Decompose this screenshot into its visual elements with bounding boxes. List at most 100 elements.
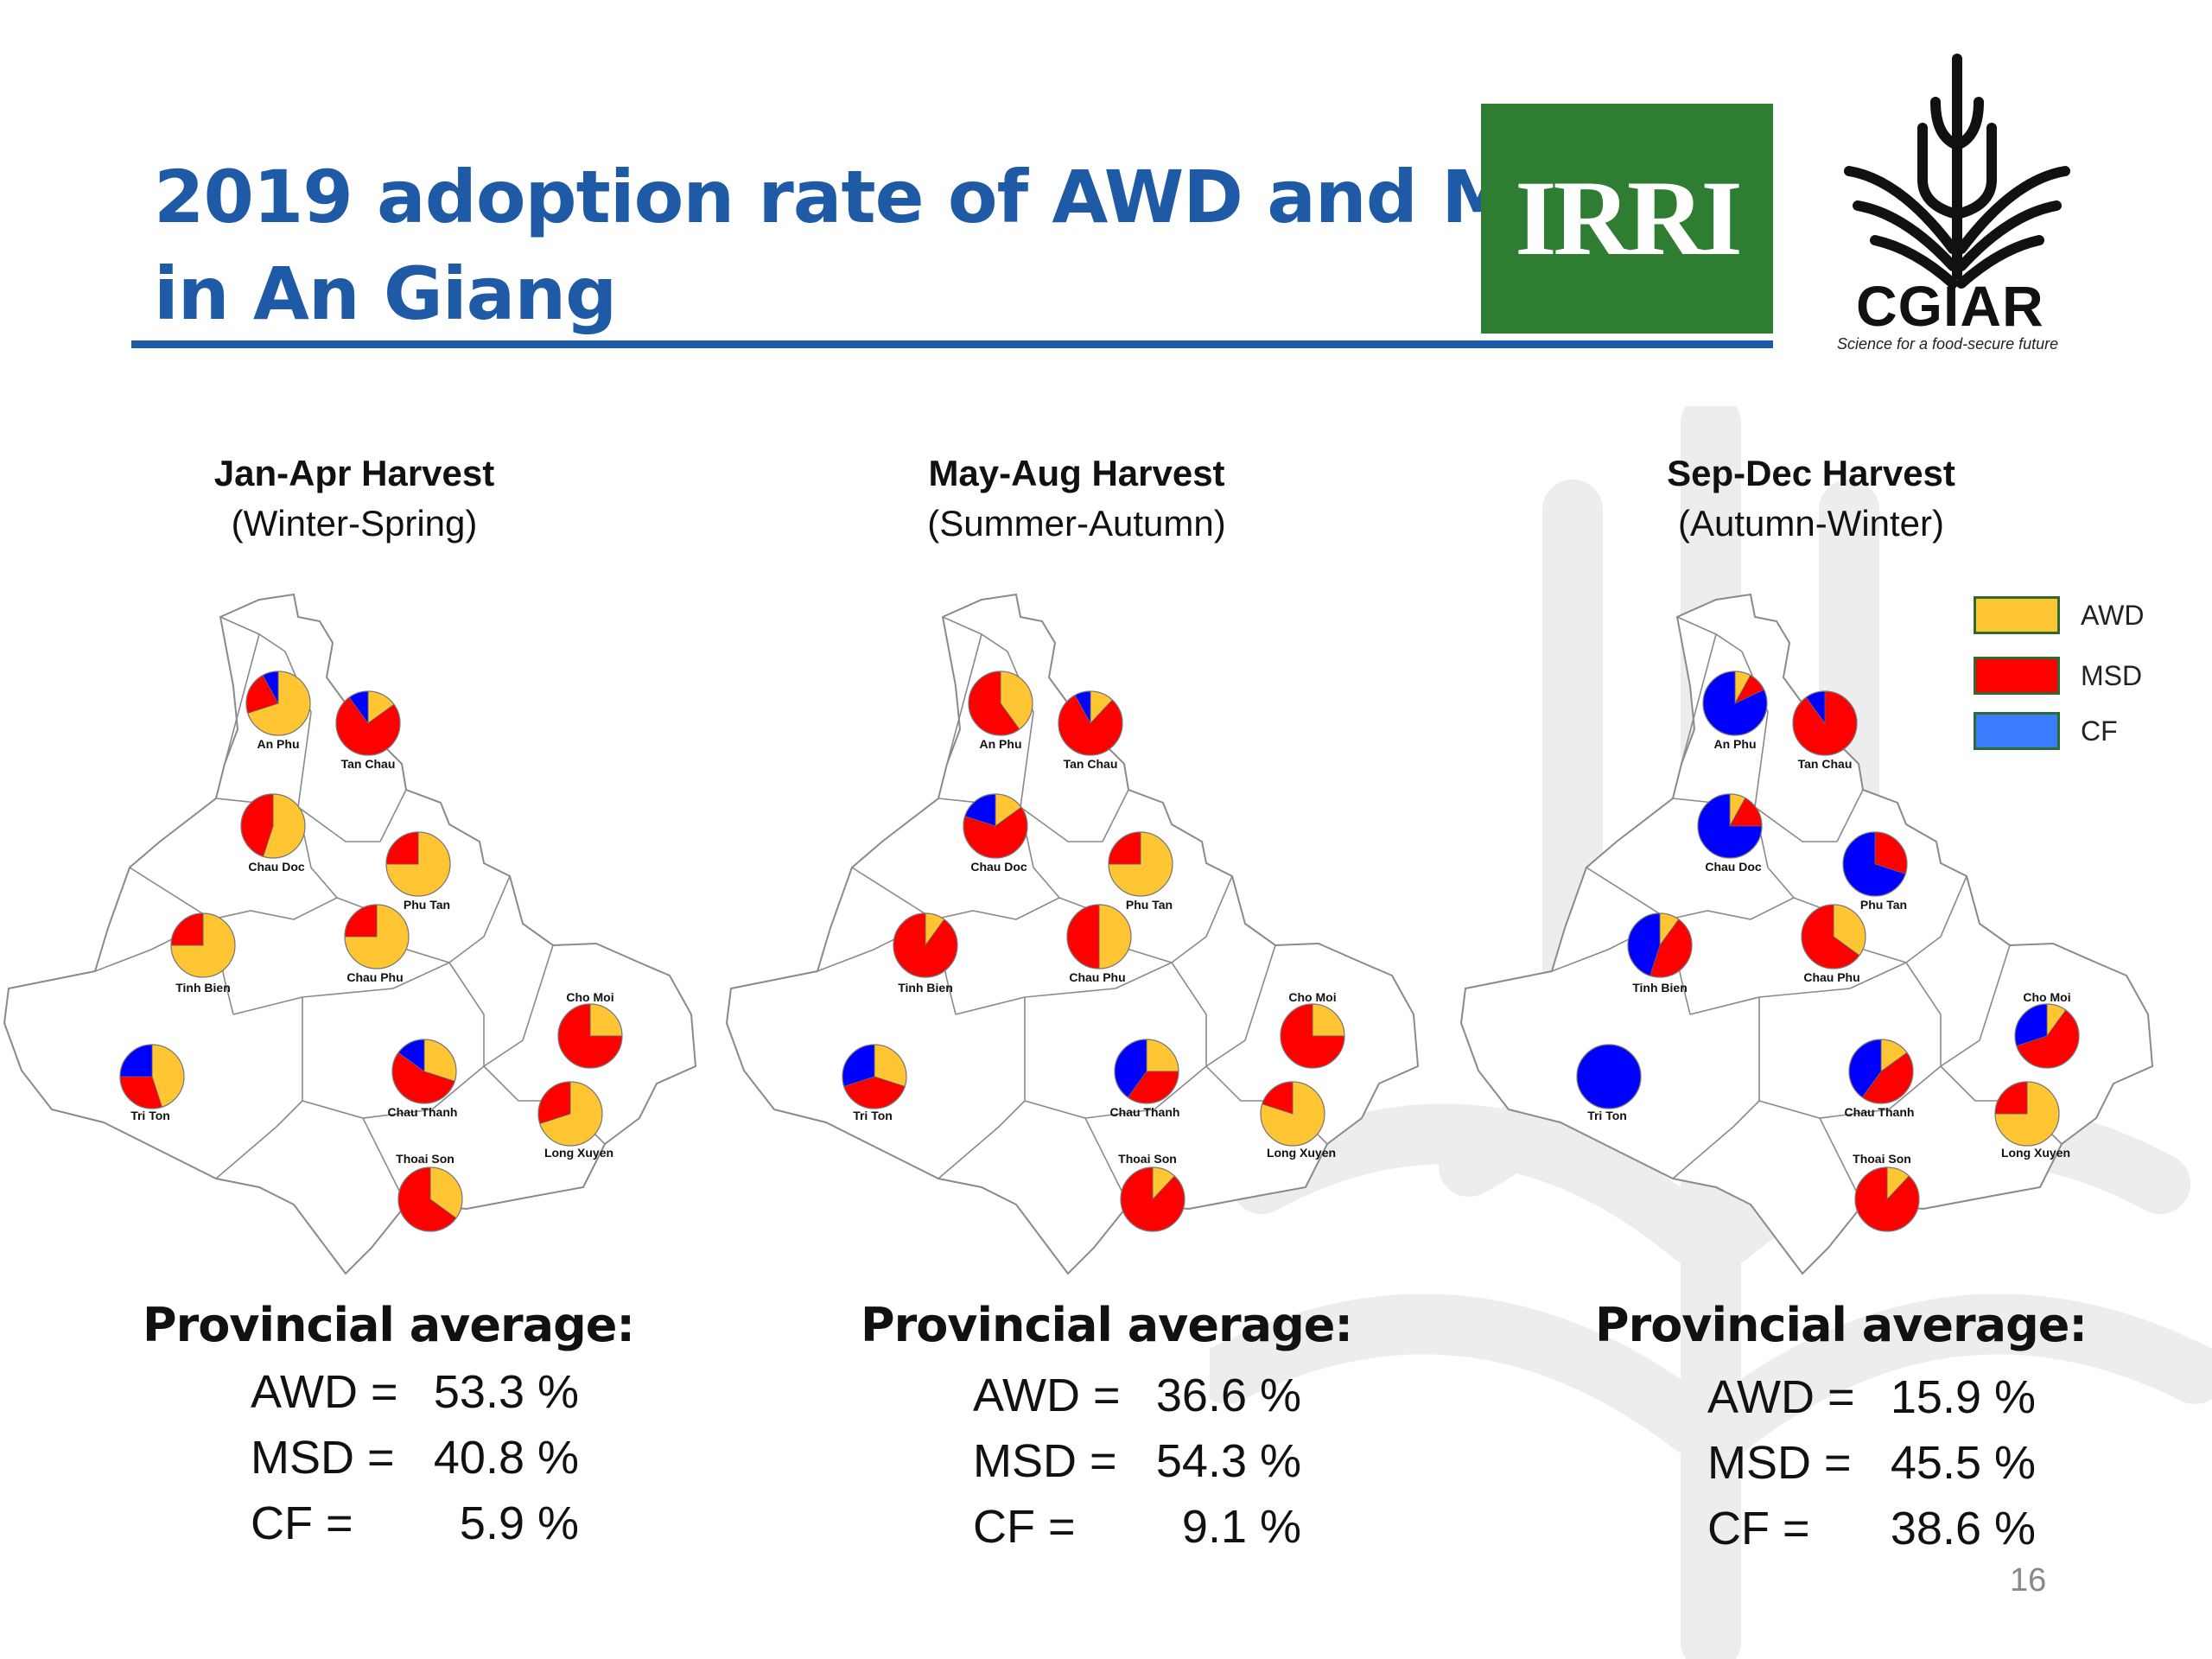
pie-outline [245,671,311,736]
pie-outline [1260,1081,1325,1147]
pie-outline [968,671,1033,736]
district-label: Chau Doc [970,860,1027,874]
pie-outline [2014,1003,2080,1069]
stat-label: AWD = [251,1366,398,1418]
pie-outline [893,912,958,978]
panel-heading: Sep-Dec Harvest [1667,453,1955,493]
district-pie: Tinh Bien [170,912,236,995]
stat-label: AWD = [973,1370,1121,1421]
district-label: Chau Doc [1705,860,1762,874]
district-label: Tri Ton [130,1109,170,1122]
stat-label: AWD = [1707,1371,1855,1423]
district-pie: Phu Tan [385,831,451,912]
panel-may-aug: May-Aug Harvest (Summer-Autumn) An Phu Ta… [722,442,1448,1600]
legend-swatch [1974,712,2060,750]
district-pie: Thoai Son [1853,1152,1920,1232]
pie-outline [1114,1039,1179,1104]
district-boundary [1672,1100,1760,1179]
title-underline [131,340,1773,348]
stat-value: 54.3 % [1155,1435,1301,1487]
pie-outline [1576,1044,1642,1109]
district-boundary [284,651,312,808]
district-pie: Thoai Son [396,1152,463,1232]
district-label: Long Xuyen [544,1146,613,1160]
stat-msd: MSD = 45.5 % [1707,1436,2036,1497]
pie-outline [1058,690,1123,756]
stat-value: 38.6 % [1890,1503,2036,1554]
pie-outline [391,1039,457,1104]
district-pie: Tan Chau [1058,690,1123,771]
pie-outline [344,904,410,969]
stat-label: CF = [1707,1503,1810,1554]
stat-value: 15.9 % [1890,1371,2036,1423]
district-label: Tri Ton [853,1109,893,1122]
district-label: Long Xuyen [2001,1146,2070,1160]
pie-outline [385,831,451,897]
stat-cf: CF = 38.6 % [1707,1502,2036,1562]
pie-outline [557,1003,623,1069]
district-label: Phu Tan [1126,898,1173,912]
district-pie: An Phu [968,671,1033,751]
district-label: An Phu [257,737,300,751]
district-pie: Chau Thanh [1110,1039,1180,1119]
legend-swatch [1974,596,2060,634]
stat-awd: AWD = 15.9 % [1707,1370,2036,1431]
legend-item-awd: AWD [1974,596,2198,648]
district-pie: Cho Moi [2014,990,2080,1069]
pie-outline [963,793,1028,859]
district-pie: Tan Chau [1792,690,1858,771]
pie-outline [1801,904,1866,969]
district-label: Tan Chau [1798,757,1853,771]
district-label: Cho Moi [566,990,613,1004]
pie-outline [1702,671,1768,736]
panel-subheading: (Winter-Spring) [231,503,478,543]
stat-value: 53.3 % [433,1366,579,1418]
district-label: Chau Phu [346,970,403,984]
stat-cf: CF = 9.1 % [973,1500,1301,1560]
district-label: An Phu [1714,737,1757,751]
district-boundary [362,1117,407,1205]
legend-label: AWD [2081,600,2145,631]
district-pie: Tri Ton [119,1044,185,1122]
district-label: Tinh Bien [175,981,231,995]
district-pie: Tinh Bien [893,912,958,995]
stat-cf: CF = 5.9 % [251,1497,579,1557]
district-label: Chau Doc [248,860,305,874]
panel-subheading: (Autumn-Winter) [1677,503,1945,543]
district-pie: Chau Thanh [1845,1039,1914,1119]
district-label: Chau Phu [1803,970,1859,984]
pie-outline [1627,912,1693,978]
pie-outline [537,1081,603,1147]
district-pie: Chau Thanh [388,1039,457,1119]
pie-outline [1120,1166,1185,1232]
stat-value: 5.9 % [459,1497,579,1549]
district-boundary [938,1100,1026,1179]
provincial-average-title: Provincial average: [1595,1298,2088,1352]
district-boundary [1102,789,1129,842]
irri-logo: IRRI [1481,104,1773,334]
district-boundary [1681,633,1717,765]
legend-label: MSD [2081,660,2143,691]
pie-outline [170,912,236,978]
district-pie: Cho Moi [557,990,623,1069]
district-boundary [224,633,260,765]
district-pie: Chau Doc [1697,793,1763,874]
stat-label: MSD = [973,1435,1117,1487]
stat-value: 9.1 % [1181,1501,1301,1553]
provincial-average-title: Provincial average: [861,1298,1353,1352]
district-pie: Cho Moi [1280,990,1345,1069]
stat-value: 45.5 % [1890,1437,2036,1489]
district-label: Tinh Bien [1632,981,1688,995]
district-pie: Chau Phu [1066,904,1132,984]
district-boundary [1084,1117,1129,1205]
page-number: 16 [2010,1562,2047,1599]
pie-outline [1280,1003,1345,1069]
pie-outline [240,793,306,859]
title-line-2: in An Giang [154,251,617,336]
district-pie: Long Xuyen [537,1081,613,1160]
district-label: Chau Thanh [1110,1105,1180,1119]
district-label: Phu Tan [1860,898,1907,912]
district-pie: Tri Ton [842,1044,907,1122]
district-boundary [1741,651,1769,808]
pie-outline [1842,831,1908,897]
